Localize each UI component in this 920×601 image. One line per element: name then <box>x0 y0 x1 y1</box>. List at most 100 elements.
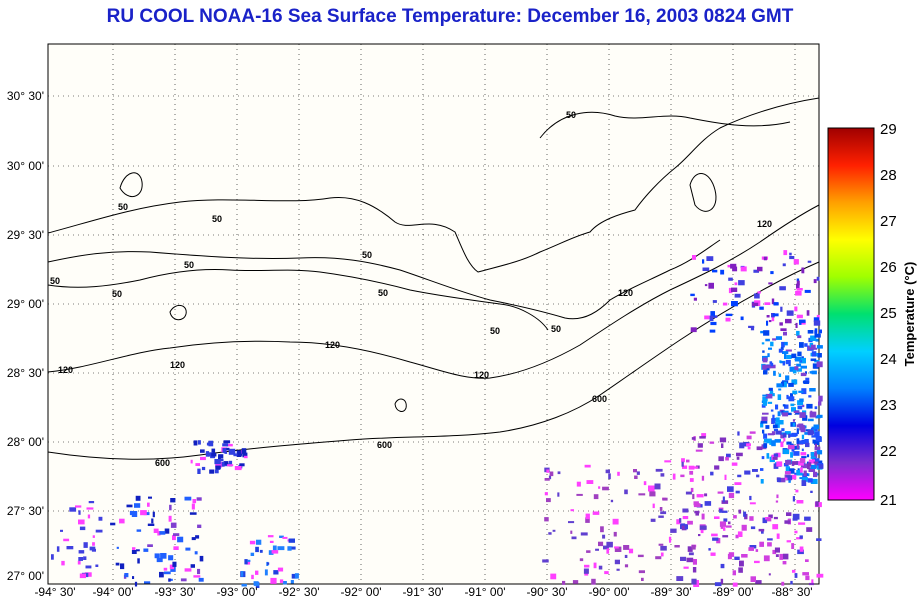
sst-pixel <box>676 576 684 581</box>
sst-pixel <box>739 442 745 449</box>
sst-pixel <box>197 524 202 528</box>
sst-pixel <box>796 500 804 504</box>
sst-pixel <box>783 438 786 442</box>
sst-pixel <box>760 330 765 334</box>
sst-pixel <box>722 302 728 306</box>
sst-pixel <box>228 448 236 455</box>
contour-label: 50 <box>112 289 122 299</box>
sst-pixel <box>765 338 770 342</box>
sst-pixel <box>591 578 596 585</box>
sst-pixel <box>814 333 821 338</box>
contour-label: 50 <box>566 110 576 120</box>
sst-pixel <box>241 583 247 587</box>
sst-pixel <box>713 315 718 318</box>
sst-pixel <box>92 535 95 538</box>
sst-pixel <box>723 527 726 531</box>
sst-pixel <box>680 556 687 561</box>
colorbar-title: Temperature (°C) <box>902 262 917 367</box>
sst-pixel <box>584 564 590 568</box>
sst-pixel <box>164 571 171 575</box>
map-title: RU COOL NOAA-16 Sea Surface Temperature:… <box>106 6 794 27</box>
x-tick-label: -94° 30' <box>34 585 75 599</box>
sst-pixel <box>695 511 699 516</box>
sst-pixel <box>754 293 760 299</box>
sst-pixel <box>799 535 803 539</box>
sst-pixel <box>737 531 743 537</box>
sst-pixel <box>728 277 733 281</box>
sst-pixel <box>226 447 230 451</box>
sst-pixel <box>702 259 705 264</box>
sst-pixel <box>801 480 807 486</box>
sst-pixel <box>813 424 820 430</box>
sst-pixel <box>654 483 661 490</box>
sst-pixel <box>815 460 823 464</box>
sst-pixel <box>75 505 82 508</box>
sst-pixel <box>282 536 288 539</box>
sst-pixel <box>762 350 765 353</box>
sst-pixel <box>736 456 740 460</box>
sst-pixel <box>221 461 225 467</box>
sst-pixel <box>655 468 663 472</box>
sst-pixel <box>86 507 94 510</box>
sst-pixel <box>576 493 583 496</box>
sst-pixel <box>658 515 664 518</box>
sst-pixel <box>804 439 809 444</box>
sst-pixel <box>808 395 812 398</box>
sst-pixel <box>812 347 818 350</box>
sst-pixel <box>689 470 694 475</box>
sst-pixel <box>785 459 792 465</box>
sst-pixel <box>780 441 784 448</box>
sst-pixel <box>710 552 716 556</box>
sst-pixel <box>810 358 817 362</box>
sst-pixel <box>746 443 751 447</box>
sst-pixel <box>144 581 151 584</box>
sst-pixel <box>796 278 800 282</box>
sst-pixel <box>810 490 813 493</box>
sst-pixel <box>79 526 86 531</box>
sst-pixel <box>799 398 804 402</box>
colorbar-tick-label: 23 <box>880 397 897 414</box>
sst-pixel <box>778 373 782 377</box>
sst-pixel <box>785 375 790 381</box>
sst-pixel <box>690 293 695 297</box>
sst-pixel <box>795 290 802 296</box>
sst-pixel <box>771 418 776 424</box>
sst-pixel <box>542 559 549 563</box>
x-tick-label: -91° 30' <box>402 585 443 599</box>
sst-pixel <box>767 538 773 541</box>
sst-pixel <box>787 444 795 450</box>
sst-pixel <box>746 435 752 440</box>
sst-pixel <box>797 335 802 339</box>
sst-pixel <box>595 548 599 551</box>
sst-pixel <box>695 449 703 452</box>
contour-600 <box>47 261 820 460</box>
sst-pixel <box>120 563 125 570</box>
sst-pixel <box>268 550 274 555</box>
colorbar-tick-label: 29 <box>880 121 897 138</box>
sst-pixel <box>816 573 824 578</box>
sst-pixel <box>805 442 810 448</box>
sst-pixel <box>770 409 774 412</box>
sst-pixel <box>772 524 779 530</box>
sst-pixel <box>731 462 738 466</box>
sst-pixel <box>641 577 644 581</box>
sst-pixel <box>279 535 284 538</box>
sst-pixel <box>682 465 688 469</box>
sst-pixel <box>714 516 720 519</box>
sst-pixel <box>805 575 810 581</box>
sst-pixel <box>184 496 192 501</box>
sst-pixel <box>225 443 233 447</box>
sst-pixel <box>770 341 774 347</box>
sst-pixel <box>802 404 805 408</box>
sst-pixel <box>767 353 770 358</box>
sst-pixel <box>624 489 628 495</box>
sst-pixel <box>772 549 777 555</box>
sst-pixel <box>747 446 751 450</box>
x-tick-label: -93° 00' <box>216 585 257 599</box>
sst-pixel <box>200 456 206 461</box>
sst-pixel <box>766 315 770 318</box>
sst-pixel <box>704 315 710 320</box>
sst-pixel <box>749 431 756 434</box>
sst-pixel <box>785 349 792 352</box>
